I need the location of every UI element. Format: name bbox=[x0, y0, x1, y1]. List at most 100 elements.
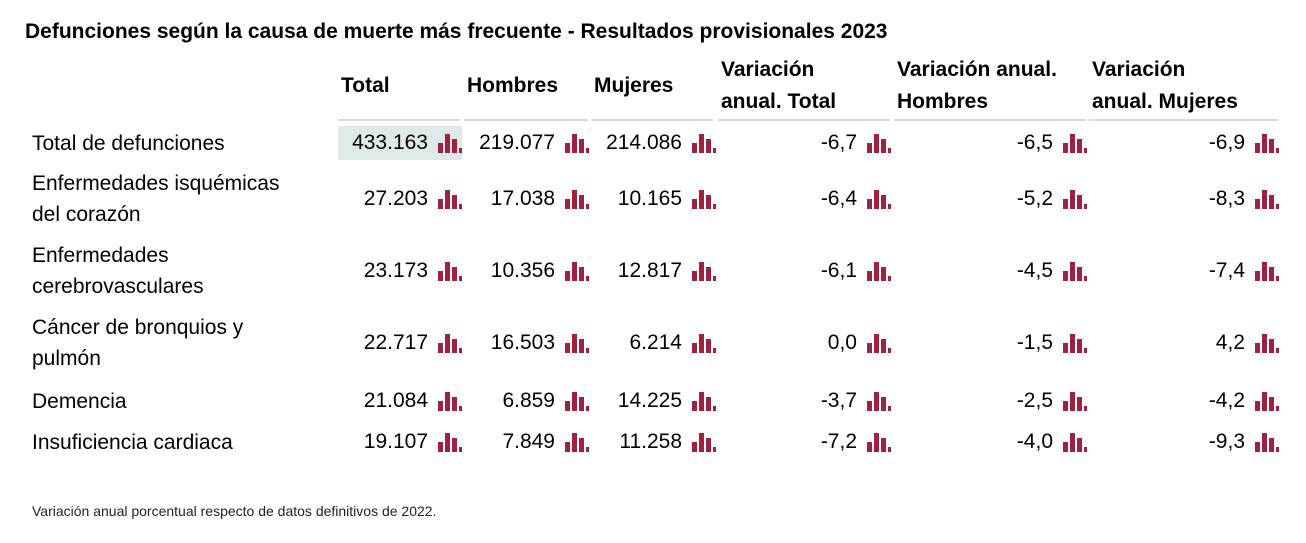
column-header-total: Total bbox=[341, 70, 390, 102]
column-header-line: Variación bbox=[721, 58, 815, 81]
table-cell-total: 19.107 bbox=[338, 425, 462, 459]
table-cell-variacion-hombres: -2,5 bbox=[894, 384, 1087, 418]
cell-value: 23.173 bbox=[363, 259, 428, 282]
row-label-line: Cáncer de bronquios y bbox=[32, 316, 244, 339]
table-cell-hombres: 6.859 bbox=[464, 384, 589, 418]
row-label: Cáncer de bronquios y pulmón bbox=[32, 312, 332, 374]
cell-value: 4,2 bbox=[1215, 331, 1245, 354]
row-label-line: Demencia bbox=[32, 389, 127, 413]
cell-value: -9,3 bbox=[1208, 430, 1245, 453]
cell-value: -4,5 bbox=[1016, 259, 1053, 282]
cell-value: 433.163 bbox=[352, 131, 428, 154]
cell-value: 0,0 bbox=[827, 331, 857, 354]
cell-value: -6,9 bbox=[1208, 131, 1245, 154]
bar-chart-icon[interactable] bbox=[690, 389, 716, 413]
bar-chart-icon[interactable] bbox=[563, 430, 589, 454]
cell-value: 14.225 bbox=[617, 389, 682, 412]
row-label: Total de defunciones bbox=[32, 128, 332, 159]
bar-chart-icon[interactable] bbox=[1253, 259, 1279, 283]
bar-chart-icon[interactable] bbox=[690, 187, 716, 211]
bar-chart-icon[interactable] bbox=[1061, 187, 1087, 211]
bar-chart-icon[interactable] bbox=[865, 389, 891, 413]
table-cell-variacion-hombres: -6,5 bbox=[894, 126, 1087, 160]
cell-value: 27.203 bbox=[363, 187, 428, 210]
bar-chart-icon[interactable] bbox=[563, 389, 589, 413]
bar-chart-icon[interactable] bbox=[865, 331, 891, 355]
bar-chart-icon[interactable] bbox=[436, 430, 462, 454]
table-cell-hombres: 219.077 bbox=[464, 126, 589, 160]
table-cell-variacion-mujeres: -7,4 bbox=[1089, 254, 1279, 288]
header-divider bbox=[338, 119, 460, 121]
cell-value: 6.859 bbox=[502, 389, 555, 412]
column-header-line: Variación anual. bbox=[897, 58, 1057, 81]
footnote: Variación anual porcentual respecto de d… bbox=[32, 503, 437, 519]
bar-chart-icon[interactable] bbox=[865, 430, 891, 454]
bar-chart-icon[interactable] bbox=[865, 187, 891, 211]
bar-chart-icon[interactable] bbox=[1061, 331, 1087, 355]
bar-chart-icon[interactable] bbox=[1061, 131, 1087, 155]
cell-value: -7,4 bbox=[1208, 259, 1245, 282]
column-header-label: Hombres bbox=[467, 74, 559, 97]
cell-value: 12.817 bbox=[617, 259, 682, 282]
cell-value: 17.038 bbox=[490, 187, 555, 210]
table-cell-total: 433.163 bbox=[338, 126, 462, 160]
table-cell-variacion-mujeres: 4,2 bbox=[1089, 326, 1279, 360]
row-label-line: cerebrovasculares bbox=[32, 275, 204, 298]
bar-chart-icon[interactable] bbox=[1253, 331, 1279, 355]
bar-chart-icon[interactable] bbox=[690, 131, 716, 155]
table-cell-variacion-mujeres: -4,2 bbox=[1089, 384, 1279, 418]
bar-chart-icon[interactable] bbox=[563, 259, 589, 283]
cell-value: -7,2 bbox=[820, 430, 857, 453]
table-cell-variacion-mujeres: -6,9 bbox=[1089, 126, 1279, 160]
table-cell-mujeres: 6.214 bbox=[591, 326, 716, 360]
cell-value: -6,5 bbox=[1016, 131, 1053, 154]
cell-value: 214.086 bbox=[606, 131, 682, 154]
table-title: Defunciones según la causa de muerte más… bbox=[25, 20, 888, 43]
table-cell-hombres: 16.503 bbox=[464, 326, 589, 360]
header-divider bbox=[894, 119, 1085, 121]
table-cell-variacion-total: -6,1 bbox=[718, 254, 891, 288]
column-header-variacion-hombres: Variación anual. Hombres bbox=[897, 54, 1057, 118]
column-header-variacion-mujeres: Variación anual. Mujeres bbox=[1092, 54, 1238, 118]
column-header-label: Total bbox=[341, 74, 390, 97]
column-header-line: anual. Mujeres bbox=[1092, 90, 1238, 113]
bar-chart-icon[interactable] bbox=[1061, 389, 1087, 413]
row-label-line: Total de defunciones bbox=[32, 131, 225, 155]
bar-chart-icon[interactable] bbox=[690, 331, 716, 355]
column-header-label: Mujeres bbox=[594, 74, 674, 97]
cell-value: 22.717 bbox=[363, 331, 428, 354]
bar-chart-icon[interactable] bbox=[436, 331, 462, 355]
bar-chart-icon[interactable] bbox=[563, 187, 589, 211]
table-cell-variacion-hombres: -5,2 bbox=[894, 182, 1087, 216]
column-header-variacion-total: Variación anual. Total bbox=[721, 54, 836, 118]
cell-value: -6,4 bbox=[820, 187, 857, 210]
table-cell-variacion-mujeres: -8,3 bbox=[1089, 182, 1279, 216]
bar-chart-icon[interactable] bbox=[436, 389, 462, 413]
bar-chart-icon[interactable] bbox=[563, 131, 589, 155]
bar-chart-icon[interactable] bbox=[436, 131, 462, 155]
cell-value: 7.849 bbox=[502, 430, 555, 453]
bar-chart-icon[interactable] bbox=[563, 331, 589, 355]
bar-chart-icon[interactable] bbox=[1061, 430, 1087, 454]
column-header-line: Hombres bbox=[897, 90, 989, 113]
bar-chart-icon[interactable] bbox=[690, 259, 716, 283]
bar-chart-icon[interactable] bbox=[436, 187, 462, 211]
row-label: Demencia bbox=[32, 386, 332, 417]
bar-chart-icon[interactable] bbox=[1253, 430, 1279, 454]
bar-chart-icon[interactable] bbox=[690, 430, 716, 454]
cell-value: -6,1 bbox=[820, 259, 857, 282]
bar-chart-icon[interactable] bbox=[1061, 259, 1087, 283]
table-cell-mujeres: 14.225 bbox=[591, 384, 716, 418]
bar-chart-icon[interactable] bbox=[1253, 187, 1279, 211]
header-divider bbox=[464, 119, 588, 121]
table-cell-mujeres: 11.258 bbox=[591, 425, 716, 459]
bar-chart-icon[interactable] bbox=[865, 259, 891, 283]
column-header-line: anual. Total bbox=[721, 90, 837, 113]
cell-value: -4,2 bbox=[1208, 389, 1245, 412]
bar-chart-icon[interactable] bbox=[1253, 131, 1279, 155]
bar-chart-icon[interactable] bbox=[436, 259, 462, 283]
bar-chart-icon[interactable] bbox=[1253, 389, 1279, 413]
cell-value: -8,3 bbox=[1208, 187, 1245, 210]
bar-chart-icon[interactable] bbox=[865, 131, 891, 155]
column-header-line: Variación bbox=[1092, 58, 1186, 81]
